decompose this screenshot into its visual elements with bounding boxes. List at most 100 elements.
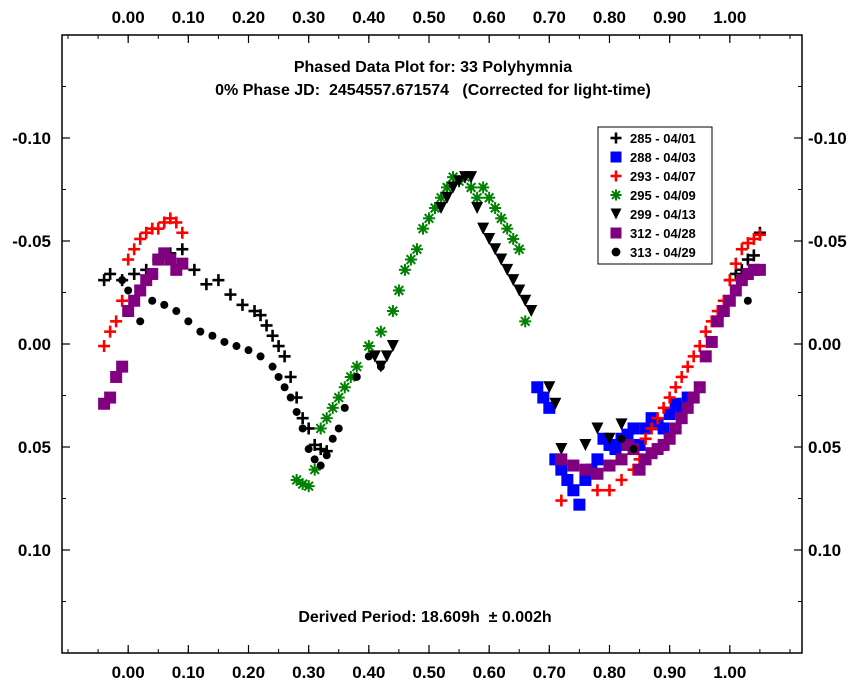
data-point [753, 228, 766, 241]
x-tick-label-top: 0.80 [593, 8, 626, 27]
data-point [314, 443, 327, 456]
data-point [122, 253, 135, 266]
data-point [639, 422, 652, 435]
data-point [681, 360, 694, 373]
data-point [244, 346, 253, 355]
data-point [124, 286, 133, 295]
data-point [495, 253, 508, 266]
x-tick-label-top: 0.70 [533, 8, 566, 27]
data-point [290, 473, 303, 486]
x-tick-label-top: 0.00 [112, 8, 145, 27]
legend-marker [610, 151, 622, 163]
data-point [136, 317, 145, 326]
data-point [116, 360, 129, 373]
data-point [435, 191, 448, 204]
data-point [266, 329, 279, 342]
data-point [495, 212, 508, 225]
data-point [579, 438, 592, 451]
data-point [314, 422, 327, 435]
y-tick-label-left: 0.10 [18, 541, 51, 560]
data-point [320, 412, 333, 425]
data-point [422, 212, 435, 225]
x-tick-label-bottom: 0.50 [412, 663, 445, 682]
data-point [398, 263, 411, 276]
legend: 285 - 04/01 288 - 04/03 293 - 04/07 295 - 0… [597, 126, 713, 265]
data-point [122, 305, 135, 318]
data-point [681, 401, 694, 414]
data-point [617, 434, 626, 443]
data-point [669, 422, 682, 435]
data-point [98, 274, 111, 287]
data-point [615, 473, 628, 486]
data-point [645, 422, 658, 435]
data-point [729, 284, 742, 297]
data-point [513, 243, 526, 256]
x-tick-label-bottom: 1.00 [713, 663, 746, 682]
data-point [573, 498, 586, 511]
data-point [376, 362, 385, 371]
data-point [140, 226, 153, 239]
data-point [693, 340, 706, 353]
data-point [603, 459, 616, 472]
data-point [519, 294, 532, 307]
data-point [519, 315, 532, 328]
y-tick-label-right: 0.00 [808, 335, 841, 354]
data-point [687, 391, 700, 404]
legend-marker [610, 170, 622, 182]
data-point [549, 397, 562, 410]
chart-subtitle: 0% Phase JD: 2454557.671574 (Corrected f… [215, 82, 651, 99]
data-point [386, 305, 399, 318]
data-point [332, 391, 345, 404]
data-point [152, 253, 165, 266]
data-point [663, 391, 676, 404]
data-point [110, 370, 123, 383]
data-point [537, 391, 550, 404]
data-point [410, 243, 423, 256]
data-point [148, 296, 157, 305]
data-point [507, 274, 520, 287]
data-point [669, 381, 682, 394]
data-point [507, 232, 520, 245]
x-tick-label-bottom: 0.40 [352, 663, 385, 682]
data-point [615, 418, 628, 431]
data-point [380, 350, 393, 363]
data-point [561, 473, 574, 486]
data-point [453, 175, 466, 188]
data-point [663, 408, 676, 421]
data-point [567, 484, 580, 497]
data-point [340, 403, 349, 412]
data-point [741, 253, 754, 266]
data-point [176, 257, 189, 270]
data-point [747, 249, 760, 262]
data-point [743, 296, 752, 305]
data-point [447, 181, 460, 194]
legend-entry-label: 312 - 04/28 [630, 226, 696, 241]
data-point [128, 267, 141, 280]
data-point [711, 315, 724, 328]
data-point [471, 191, 484, 204]
data-point [350, 360, 363, 373]
data-point [286, 393, 295, 402]
data-point [729, 257, 742, 270]
data-point [555, 443, 568, 456]
data-point [435, 202, 448, 215]
data-point [368, 350, 381, 363]
data-point [248, 305, 261, 318]
data-point [723, 274, 736, 287]
data-point [298, 424, 307, 433]
data-point [254, 309, 267, 322]
data-point [334, 424, 343, 433]
data-point [657, 422, 670, 435]
data-point [579, 473, 592, 486]
data-point [134, 232, 147, 245]
data-point [525, 305, 538, 318]
data-point [284, 370, 297, 383]
data-point [567, 459, 580, 472]
data-point [741, 237, 754, 250]
data-point [629, 445, 638, 454]
legend-marker [610, 132, 622, 144]
data-point [316, 461, 325, 470]
data-point [188, 263, 201, 276]
data-point [256, 352, 265, 361]
data-point [326, 401, 339, 414]
